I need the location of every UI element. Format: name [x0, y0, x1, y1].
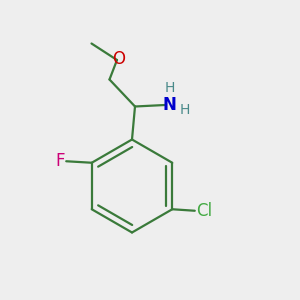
Text: O: O [112, 50, 125, 68]
Text: F: F [55, 152, 65, 170]
Text: Cl: Cl [196, 202, 212, 220]
Text: H: H [180, 103, 190, 116]
Text: N: N [163, 96, 176, 114]
Text: H: H [164, 82, 175, 95]
